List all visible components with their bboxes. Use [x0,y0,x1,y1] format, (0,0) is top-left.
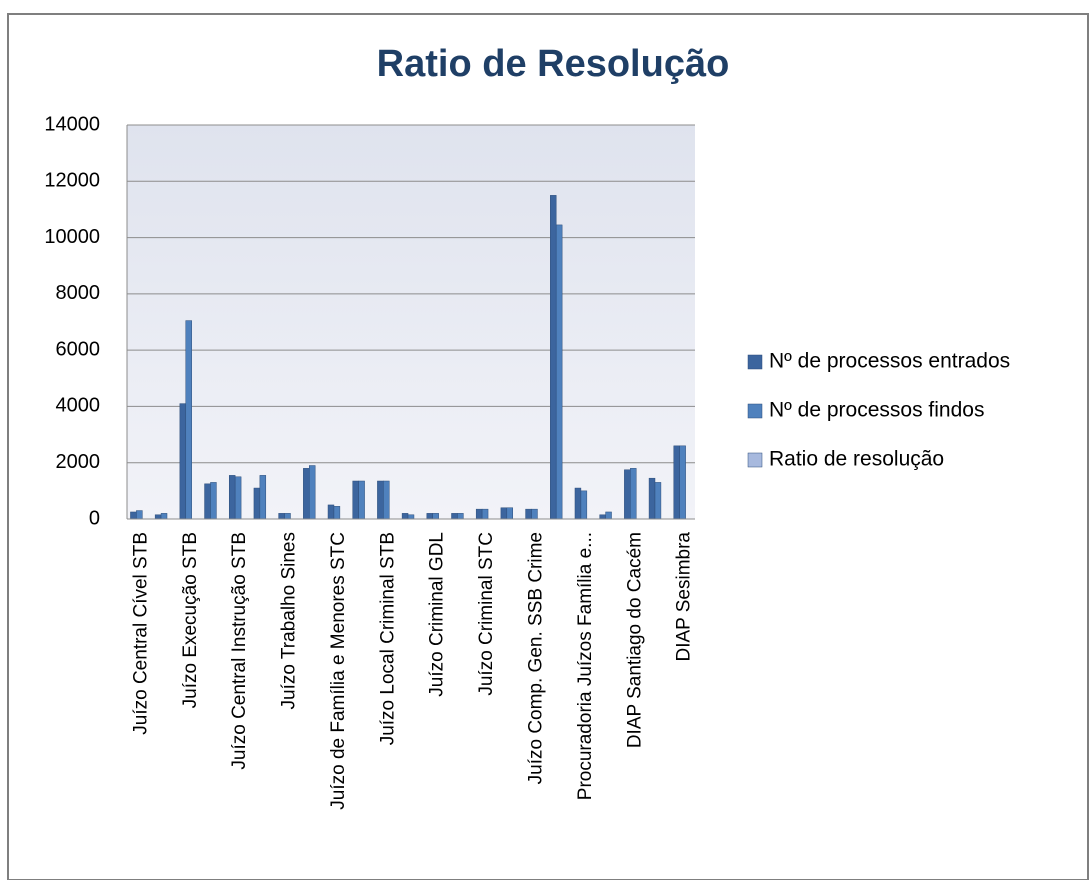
bar [556,225,562,519]
chart-title: Ratio de Resolução [377,43,730,85]
bar [655,482,661,519]
bar [377,481,383,519]
bar [309,466,315,519]
bar [532,509,538,519]
bar [279,513,285,519]
bar [285,513,291,519]
bar [328,505,334,519]
legend-swatch [748,453,762,467]
y-tick-label: 14000 [44,113,100,135]
bar [649,478,655,519]
x-tick-label: Juízo Execução STB [180,532,201,708]
bar [630,468,636,519]
bar [260,475,266,519]
x-tick-label: Juízo Trabalho Sines [279,532,300,709]
bar [427,513,433,519]
y-tick-label: 12000 [44,170,100,192]
legend-label: Ratio de resolução [769,448,944,471]
bar [180,404,186,519]
legend-label: Nº de processos entrados [769,350,1010,373]
bar [457,513,463,519]
y-tick-label: 10000 [44,226,100,248]
legend-label: Nº de processos findos [769,399,984,422]
bar [359,481,365,519]
bar [575,488,581,519]
bar [130,512,136,519]
x-tick-label: Juízo Criminal STC [476,532,497,696]
x-tick-label: Juízo Comp. Gen. SSB Crime [525,532,546,784]
x-tick-label: DIAP Sesimbra [674,532,695,662]
bar [433,513,439,519]
bar [482,509,488,519]
bar [408,515,414,519]
x-tick-label: Procuradoria Juízos Família e... [575,532,596,800]
bar [581,491,587,519]
bar [452,513,458,519]
bar [210,482,216,519]
y-tick-label: 2000 [56,451,101,473]
x-tick-label: Juízo Criminal GDL [427,532,448,697]
y-tick-label: 6000 [56,338,101,360]
bar [501,508,507,519]
x-tick-label: DIAP Santiago do Cacém [624,532,645,748]
bar [402,513,408,519]
bar [229,475,235,519]
legend-swatch [748,404,762,418]
bar [550,195,556,519]
bar [205,484,211,519]
x-tick-label: Juízo Central Instrução STB [229,532,250,770]
bar [606,512,612,519]
bar [353,481,359,519]
x-tick-label: Juízo Local Criminal STB [377,532,398,745]
bar [161,513,167,519]
bar [476,509,482,519]
bar [680,446,686,519]
plot-area [127,125,695,519]
bar [526,509,532,519]
legend-swatch [748,355,762,369]
bar [254,488,260,519]
x-tick-label: Juízo Central Cível STB [130,532,151,735]
bar [624,470,630,519]
y-tick-label: 0 [89,507,100,529]
bar [303,468,309,519]
y-tick-label: 4000 [56,395,101,417]
bar [600,515,606,519]
bar [235,477,241,519]
x-tick-label: Juízo de Família e Menores STC [328,532,349,810]
bar [383,481,389,519]
bar [136,511,142,519]
y-tick-label: 8000 [56,282,101,304]
bar [674,446,680,519]
bar [186,321,192,519]
bar [334,506,340,519]
bar [155,515,161,519]
bar [507,508,513,519]
